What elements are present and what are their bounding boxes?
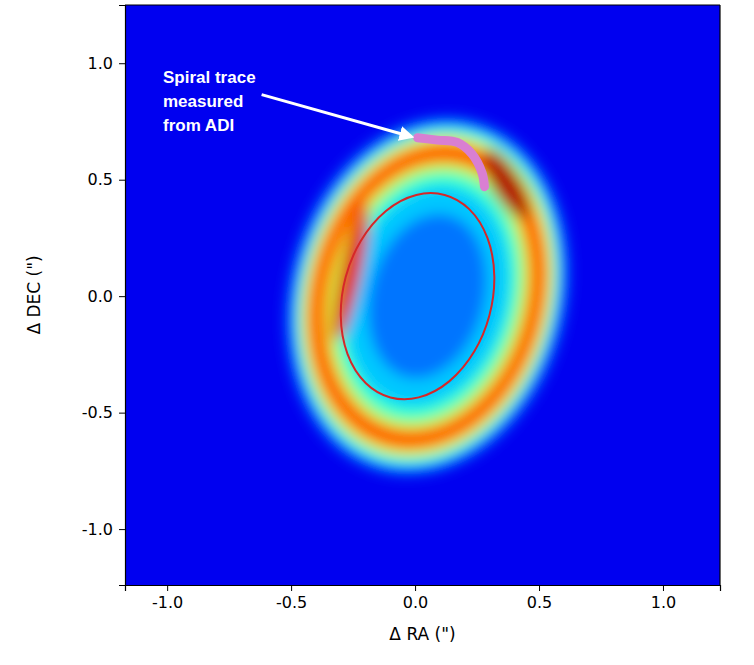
tick: 0.0 — [88, 287, 125, 306]
tick-label: 0.0 — [403, 593, 428, 612]
tick-label: -0.5 — [82, 403, 113, 422]
tick-label: -1.0 — [82, 520, 113, 539]
tick-label: -0.5 — [276, 593, 307, 612]
annotation: Spiral trace measured from ADI — [163, 68, 256, 135]
disk-contour — [292, 135, 563, 458]
background — [125, 5, 720, 585]
y-axis-title: Δ DEC (") — [24, 255, 44, 334]
tick-mark — [119, 296, 125, 297]
tick-mark — [119, 63, 125, 64]
tick-mark — [119, 413, 125, 414]
disk-contour — [351, 200, 505, 392]
disk — [246, 85, 608, 508]
y-axis: -1.0 -0.5 0.0 0.5 1.0 — [82, 6, 126, 586]
frame — [125, 4, 720, 5]
disk-contour — [322, 168, 533, 425]
tick: -0.5 — [276, 585, 307, 612]
disk-contour — [258, 96, 596, 496]
plot-area — [125, 5, 720, 585]
tick-label: 1.0 — [651, 593, 676, 612]
tick-label: 1.0 — [88, 54, 113, 73]
tick: -1.0 — [82, 520, 125, 539]
annotation-arrow — [262, 95, 412, 137]
tick-mark — [415, 585, 416, 591]
fit-ellipse — [319, 176, 517, 417]
annotation-line: Spiral trace — [163, 68, 256, 87]
tick-mark — [119, 529, 125, 530]
disk-contour — [246, 85, 608, 508]
tick: 0.5 — [88, 170, 125, 189]
annotation-line: from ADI — [163, 116, 234, 135]
x-axis-title: Δ RA (") — [389, 624, 455, 644]
tick: 1.0 — [88, 54, 125, 73]
tick: -1.0 — [152, 585, 183, 612]
spiral-trace — [418, 138, 485, 187]
bright-feature — [326, 202, 374, 343]
annotation-line: measured — [163, 92, 243, 111]
tick-label: -1.0 — [152, 593, 183, 612]
frame — [719, 5, 720, 585]
axis-line — [119, 6, 126, 586]
disk-contour — [272, 112, 584, 480]
tick: -0.5 — [82, 403, 125, 422]
x-axis: -1.0 -0.5 0.0 0.5 1.0 — [126, 585, 721, 612]
disk-contour — [299, 142, 555, 451]
tick-mark — [539, 585, 540, 591]
axis-line — [126, 586, 721, 592]
tick-label: 0.5 — [527, 593, 552, 612]
tick: 1.0 — [651, 585, 676, 612]
tick-label: 0.5 — [88, 170, 113, 189]
chart: -1.0 -0.5 0.0 0.5 1.0 -1.0 -0.5 0.0 0.5 1.0 Δ RA (… — [0, 0, 754, 665]
disk-contour — [265, 104, 590, 488]
tick: 0.0 — [403, 585, 428, 612]
tick-mark — [167, 585, 168, 591]
tick: 0.5 — [527, 585, 552, 612]
tick-mark — [119, 180, 125, 181]
tick-mark — [291, 585, 292, 591]
tick-mark — [663, 585, 664, 591]
tick-label: 0.0 — [88, 287, 113, 306]
disk-contour — [279, 121, 575, 472]
